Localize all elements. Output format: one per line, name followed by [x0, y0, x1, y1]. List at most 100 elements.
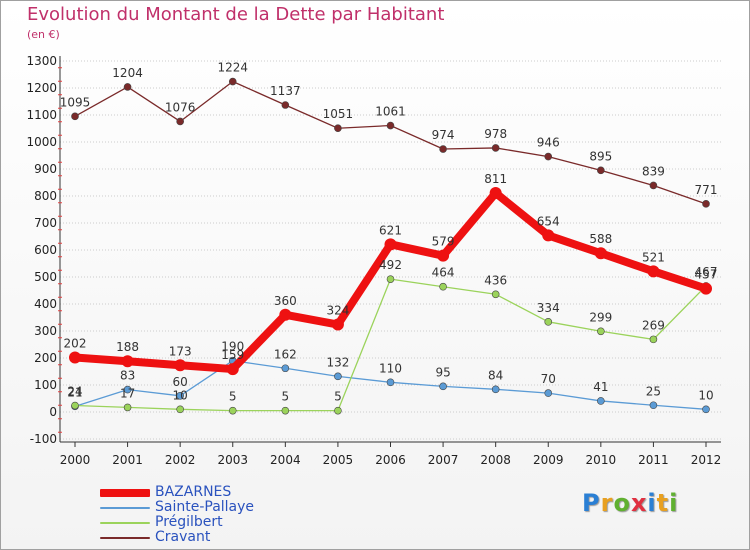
- y-tick-label: 300: [34, 324, 57, 338]
- data-label: 436: [484, 273, 507, 287]
- data-point: [597, 397, 605, 405]
- legend-item: Cravant: [100, 530, 254, 545]
- data-point: [386, 275, 395, 283]
- data-label: 83: [120, 369, 135, 383]
- series-lines: [69, 77, 712, 415]
- legend-swatch: [100, 488, 150, 497]
- data-label: 492: [379, 258, 402, 272]
- data-label: 5: [334, 390, 342, 404]
- x-tick-label: 2012: [691, 453, 722, 467]
- data-point: [123, 83, 132, 91]
- data-label: 621: [379, 223, 402, 237]
- data-point: [176, 117, 184, 126]
- data-point: [281, 101, 290, 109]
- y-tick-label: 100: [34, 378, 57, 392]
- data-point: [386, 121, 395, 130]
- data-point: [71, 401, 79, 410]
- data-point: [702, 200, 710, 208]
- data-point: [123, 385, 132, 394]
- data-label: 360: [274, 294, 297, 308]
- data-point: [649, 181, 658, 190]
- data-point: [279, 308, 292, 321]
- data-label: 1051: [323, 107, 354, 121]
- data-label: 159: [221, 348, 244, 362]
- data-label: 521: [642, 250, 665, 264]
- legend-label: Prégilbert: [155, 514, 223, 530]
- data-point: [176, 391, 184, 400]
- x-tick-label: 2004: [270, 453, 301, 467]
- proxiti-logo: Proxiti: [582, 489, 678, 517]
- data-label: 588: [589, 232, 612, 246]
- data-label: 467: [695, 265, 718, 279]
- data-point: [174, 359, 187, 372]
- x-tick-label: 2000: [60, 453, 91, 467]
- data-point: [594, 247, 607, 260]
- data-point: [331, 318, 344, 331]
- legend-item: Sainte-Pallaye: [100, 500, 254, 515]
- data-point: [334, 406, 342, 415]
- y-tick-label: 600: [34, 243, 57, 257]
- data-label: 5: [282, 390, 290, 404]
- data-label: 5: [229, 390, 237, 404]
- data-point: [439, 145, 447, 153]
- legend-swatch: [100, 521, 150, 524]
- data-label: 839: [642, 164, 665, 178]
- data-label: 1137: [270, 84, 301, 98]
- x-tick-label: 2005: [323, 453, 354, 467]
- logo-letter: r: [600, 489, 614, 517]
- y-tick-label: 800: [34, 189, 57, 203]
- data-label: 299: [589, 310, 612, 324]
- x-tick-label: 2006: [375, 453, 406, 467]
- data-point: [647, 265, 660, 278]
- x-tick-label: 2008: [480, 453, 511, 467]
- data-label: 25: [646, 384, 661, 398]
- logo-letter: i: [669, 489, 679, 517]
- data-label: 1061: [375, 105, 406, 119]
- legend: BAZARNES Sainte-Pallaye Prégilbert Cravant: [100, 485, 254, 545]
- data-point: [281, 364, 290, 373]
- y-tick-label: 1000: [26, 135, 57, 149]
- data-label: 324: [326, 304, 349, 318]
- data-point: [439, 382, 447, 391]
- data-label: 811: [484, 172, 507, 186]
- data-label: 17: [120, 386, 135, 400]
- data-label: 946: [537, 136, 560, 150]
- data-label: 84: [488, 368, 503, 382]
- data-point: [542, 229, 555, 242]
- data-point: [544, 389, 553, 397]
- legend-item: BAZARNES: [100, 485, 254, 500]
- data-label: 1204: [112, 66, 143, 80]
- y-tick-label: 200: [34, 351, 57, 365]
- data-label: 24: [67, 385, 82, 399]
- data-label: 771: [695, 183, 718, 197]
- y-tick-label: 0: [49, 405, 57, 419]
- x-tick-label: 2009: [533, 453, 564, 467]
- data-point: [491, 385, 500, 394]
- data-label: 1224: [217, 61, 248, 75]
- legend-swatch: [100, 536, 150, 539]
- y-tick-label: 700: [34, 216, 57, 230]
- data-label: 162: [274, 347, 297, 361]
- data-label: 132: [326, 355, 349, 369]
- x-tick-label: 2001: [112, 453, 143, 467]
- data-label: 110: [379, 361, 402, 375]
- data-label: 334: [537, 301, 560, 315]
- logo-letter: P: [582, 489, 601, 517]
- data-point: [334, 372, 342, 381]
- x-tick-label: 2007: [428, 453, 459, 467]
- legend-label: Sainte-Pallaye: [155, 499, 255, 515]
- data-label: 10: [698, 388, 713, 402]
- axes: -100 0 100 200 300 400 500 600 700 800 900 1000 1100…: [26, 54, 721, 467]
- data-label: 654: [537, 214, 560, 228]
- chart-subtitle: (en €): [27, 28, 60, 41]
- data-label: 95: [435, 365, 450, 379]
- data-label: 202: [64, 336, 87, 350]
- data-label: 21: [67, 385, 82, 399]
- data-point: [649, 335, 658, 344]
- data-label: 188: [116, 340, 139, 354]
- data-point: [544, 152, 553, 161]
- x-tick-label: 2010: [586, 453, 617, 467]
- data-label: 1095: [60, 95, 91, 109]
